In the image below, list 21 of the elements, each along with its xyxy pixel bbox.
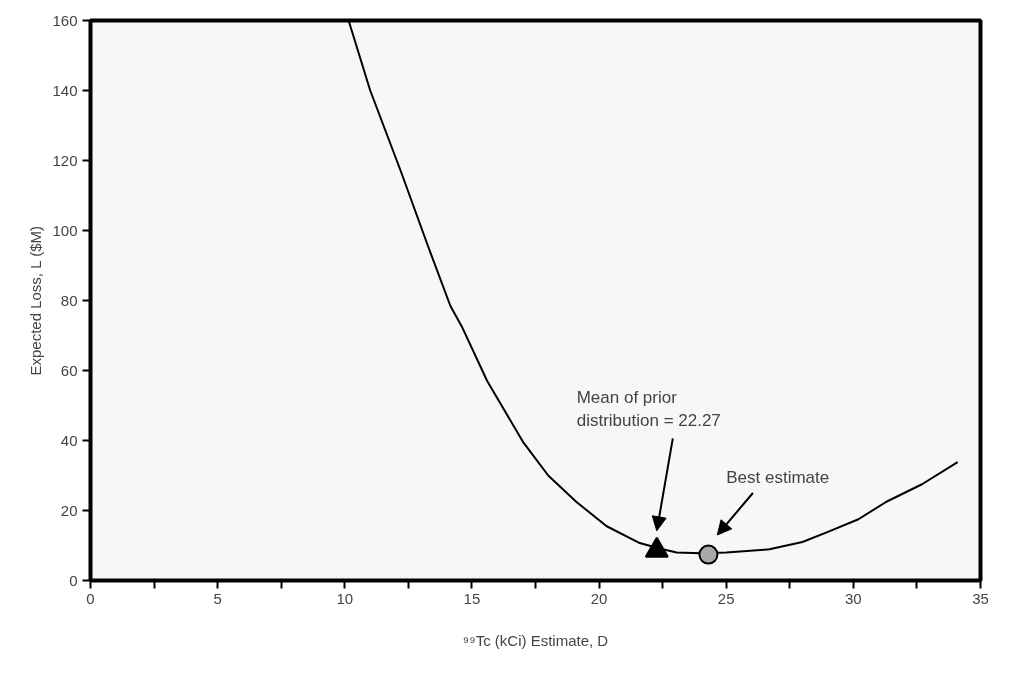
x-tick-label: 5 <box>213 589 222 607</box>
y-tick-label: 40 <box>60 431 78 449</box>
y-tick-label: 80 <box>60 291 78 309</box>
x-tick-label: 25 <box>717 589 735 607</box>
annotation: Best estimate <box>726 468 830 488</box>
y-tick-label: 160 <box>52 11 78 29</box>
x-tick-label: 10 <box>336 589 354 607</box>
y-tick-label: 100 <box>52 221 78 239</box>
y-tick-label: 60 <box>60 361 78 379</box>
y-axis-title: Expected Loss, L ($M) <box>27 226 45 376</box>
y-tick-label: 20 <box>60 501 78 519</box>
x-tick-label: 15 <box>463 589 481 607</box>
x-tick-label: 35 <box>972 589 989 607</box>
annotation: Mean of prior distribution = 22.27 <box>576 388 721 430</box>
y-tick-label: 120 <box>52 151 78 169</box>
x-axis-title: ⁹⁹Tc (kCi) Estimate, D <box>462 631 609 649</box>
x-tick-label: 0 <box>86 589 95 607</box>
x-tick-label: 30 <box>845 589 862 607</box>
y-tick-label: 140 <box>52 81 78 99</box>
y-tick-label: 0 <box>69 571 78 589</box>
x-tick-label: 20 <box>590 589 608 607</box>
